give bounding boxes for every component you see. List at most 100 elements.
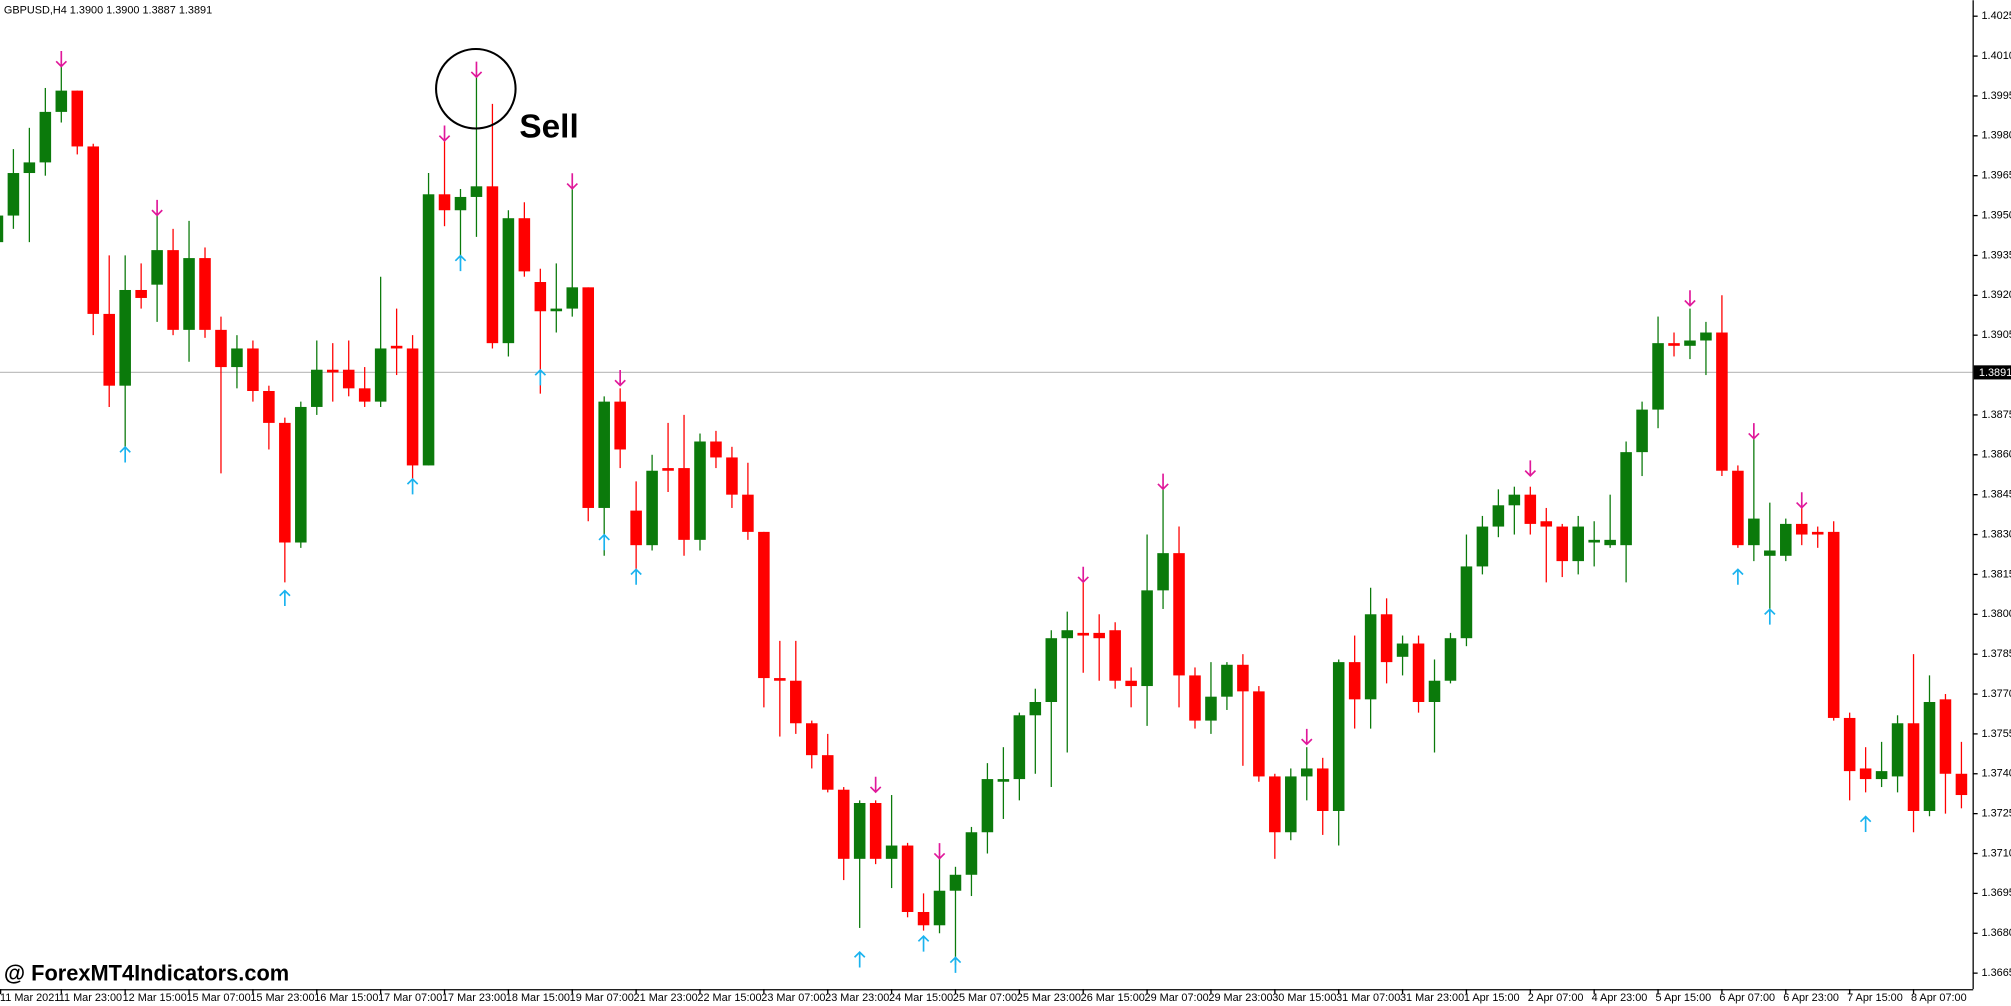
candle-body [1604, 539, 1616, 546]
x-tick-label: 30 Mar 15:00 [1272, 992, 1336, 1004]
y-tick-label: 1.4010 [1982, 50, 2011, 62]
candle-body [1173, 553, 1185, 676]
candle-body [598, 401, 610, 508]
candle-body [1620, 452, 1632, 546]
x-tick-label: 15 Mar 07:00 [186, 992, 250, 1004]
current-price-label: 1.3891 [1979, 367, 2011, 379]
candle-body [1652, 343, 1664, 410]
y-tick-label: 1.3905 [1982, 329, 2011, 341]
buy-arrow [406, 477, 419, 495]
candle-body [1157, 553, 1169, 591]
buy-arrow [853, 950, 866, 968]
candle-body [1332, 662, 1345, 811]
candle-body [885, 845, 898, 859]
candle-body [710, 441, 722, 458]
candle-body [295, 406, 307, 543]
candle-body [758, 531, 770, 679]
candle-body [1668, 343, 1680, 346]
candle-body [0, 215, 4, 243]
candle-body [342, 369, 355, 389]
candle-body [678, 468, 690, 540]
sell-arrow [566, 173, 578, 190]
x-tick-label: 8 Apr 07:00 [1911, 992, 1967, 1004]
y-tick-label: 1.3785 [1982, 648, 2011, 660]
x-tick-label: 26 Mar 15:00 [1081, 992, 1145, 1004]
x-tick-label: 11 Mar 2021 [0, 992, 60, 1004]
buy-arrow [279, 589, 291, 607]
candle-body [1540, 521, 1553, 527]
candle-body [566, 287, 579, 309]
x-tick-label: 22 Mar 15:00 [697, 992, 761, 1004]
candle-body [1205, 696, 1217, 721]
buy-arrow [454, 254, 467, 272]
candle-body [1955, 773, 1968, 796]
candle-body [662, 468, 674, 471]
sell-arrow [1077, 566, 1089, 584]
candle-body [742, 494, 754, 532]
candle-body [1460, 566, 1473, 639]
x-tick-label: 21 Mar 23:00 [634, 992, 698, 1004]
candle-body [1700, 332, 1712, 341]
sell-arrow [1157, 473, 1169, 491]
candle-body [933, 890, 946, 926]
candle-body [917, 911, 930, 926]
y-tick-label: 1.3740 [1982, 768, 2011, 780]
candle-body [55, 90, 68, 112]
candle-body [151, 250, 163, 285]
candle-body [1684, 340, 1696, 346]
candle-body [119, 289, 131, 386]
sell-arrow [869, 776, 882, 794]
candle-body [1476, 526, 1489, 567]
candle-body [1412, 643, 1425, 702]
x-tick-label: 15 Mar 23:00 [250, 992, 314, 1004]
candle-body [470, 186, 483, 197]
y-tick-label: 1.3680 [1982, 927, 2011, 939]
candle-body [774, 678, 786, 681]
y-tick-label: 1.3950 [1982, 209, 2011, 221]
sell-arrow [1684, 290, 1696, 307]
y-tick-label: 1.3815 [1982, 568, 2011, 580]
candle-body [694, 441, 706, 540]
candle-body [518, 218, 531, 272]
candle-body [279, 422, 291, 543]
x-tick-label: 31 Mar 07:00 [1336, 992, 1400, 1004]
candle-body [646, 470, 658, 546]
x-tick-label: 1 Apr 15:00 [1464, 992, 1520, 1004]
candle-body [374, 348, 387, 402]
candle-body [853, 803, 866, 859]
candle-body [1843, 717, 1856, 772]
y-tick-label: 1.3695 [1982, 887, 2011, 899]
candle-body [1939, 699, 1952, 774]
buy-arrow [1732, 568, 1744, 585]
candle-body [167, 250, 179, 330]
candle-body [1221, 664, 1233, 697]
candle-body [1716, 332, 1728, 471]
candle-body [247, 348, 259, 391]
candle-body [1396, 643, 1409, 657]
buy-arrow [1764, 608, 1776, 625]
candle-body [1891, 723, 1904, 777]
candle-body [311, 369, 323, 407]
x-tick-label: 25 Mar 07:00 [953, 992, 1017, 1004]
candle-body [790, 680, 802, 724]
candle-body [1141, 590, 1153, 687]
y-tick-label: 1.3725 [1982, 808, 2011, 820]
sell-arrow [1524, 460, 1537, 477]
candle-body [1923, 701, 1936, 811]
y-tick-label: 1.3860 [1982, 449, 2011, 461]
sell-arrow [1748, 423, 1760, 440]
candle-body [1125, 680, 1137, 687]
candle-body [1380, 614, 1393, 663]
candle-body [1364, 614, 1377, 700]
candle-body [1732, 470, 1744, 546]
watermark: @ ForexMT4Indicators.com [4, 961, 289, 986]
candle-body [1811, 531, 1824, 535]
candle-body [550, 308, 563, 312]
x-tick-label: 31 Mar 23:00 [1400, 992, 1464, 1004]
candle-body [1269, 776, 1281, 833]
y-tick-label: 1.3995 [1982, 90, 2011, 102]
candle-body [1907, 723, 1920, 811]
candle-body [1444, 638, 1457, 681]
